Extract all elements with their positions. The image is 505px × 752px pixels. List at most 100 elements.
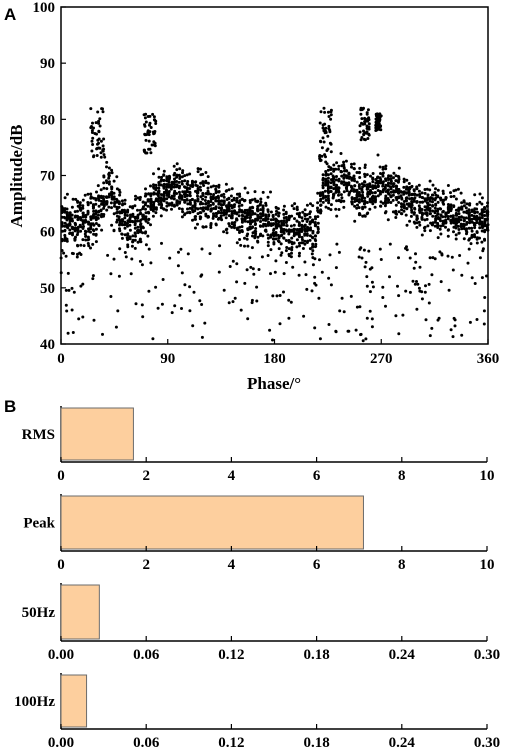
scatter-point xyxy=(68,228,72,232)
scatter-point xyxy=(96,184,100,188)
scatter-point xyxy=(276,207,280,211)
scatter-point xyxy=(176,264,180,268)
scatter-point xyxy=(298,251,301,255)
scatter-point xyxy=(201,172,205,176)
scatter-point xyxy=(483,237,486,241)
scatter-point xyxy=(320,270,324,274)
scatter-point xyxy=(91,143,95,146)
scatter-point xyxy=(94,215,98,219)
scatter-point xyxy=(475,210,479,214)
scatter-point xyxy=(428,197,432,200)
scatter-point xyxy=(293,217,296,221)
scatter-point xyxy=(400,197,404,201)
scatter-point xyxy=(356,203,359,207)
scatter-point xyxy=(177,207,181,210)
scatter-point xyxy=(349,294,353,298)
scatter-point xyxy=(204,171,208,174)
scatter-point xyxy=(284,261,288,264)
scatter-point xyxy=(402,177,406,181)
scatter-point xyxy=(122,223,126,227)
scatter-point xyxy=(99,155,103,159)
scatter-point xyxy=(478,192,482,196)
scatter-point xyxy=(222,199,226,203)
scatter-point xyxy=(298,215,301,219)
scatter-point xyxy=(438,207,442,211)
scatter-point xyxy=(454,226,458,230)
scatter-point xyxy=(99,188,103,192)
scatter-point xyxy=(246,191,250,195)
scatter-point xyxy=(94,232,98,236)
scatter-point xyxy=(446,215,450,218)
scatter-point xyxy=(65,192,69,196)
scatter-point xyxy=(160,302,164,306)
scatter-point xyxy=(83,229,87,233)
scatter-point xyxy=(425,217,429,221)
scatter-point xyxy=(441,189,445,193)
scatter-point xyxy=(481,249,485,253)
scatter-point xyxy=(324,173,328,177)
scatter-point xyxy=(65,218,69,222)
scatter-point xyxy=(206,189,210,193)
scatter-point xyxy=(188,187,192,190)
scatter-point xyxy=(246,317,250,321)
scatter-point xyxy=(347,172,351,176)
scatter-point xyxy=(326,187,330,191)
scatter-point xyxy=(365,316,369,320)
scatter-point xyxy=(60,249,64,252)
scatter-point xyxy=(143,123,146,127)
scatter-point xyxy=(428,256,432,260)
scatter-point xyxy=(245,237,249,241)
scatter-point xyxy=(157,191,161,195)
scatter-point xyxy=(173,171,177,175)
scatter-point xyxy=(475,202,479,206)
panel-b-label: B xyxy=(4,397,16,416)
scatter-point xyxy=(204,212,208,216)
scatter-point xyxy=(136,240,140,244)
scatter-point xyxy=(358,186,362,190)
scatter-point xyxy=(353,197,357,201)
scatter-point xyxy=(478,226,482,230)
scatter-point xyxy=(90,149,94,153)
scatter-point xyxy=(436,194,440,198)
scatter-point xyxy=(328,253,332,257)
scatter-point xyxy=(305,232,309,236)
scatter-point xyxy=(133,221,137,225)
scatter-point xyxy=(230,225,234,229)
scatter-point xyxy=(101,332,104,336)
y-tick-label: 70 xyxy=(40,169,55,185)
scatter-point xyxy=(367,133,371,137)
scatter-point xyxy=(222,213,226,217)
scatter-point xyxy=(59,271,63,275)
scatter-point xyxy=(441,210,445,214)
scatter-point xyxy=(381,285,385,289)
scatter-point xyxy=(329,186,333,190)
scatter-point xyxy=(282,208,286,212)
scatter-point xyxy=(240,220,244,224)
scatter-point xyxy=(131,234,135,238)
scatter-point xyxy=(373,191,377,195)
scatter-point xyxy=(154,186,158,190)
scatter-point xyxy=(259,212,262,216)
scatter-point xyxy=(64,303,68,307)
scatter-point xyxy=(397,188,401,191)
scatter-point xyxy=(462,210,466,214)
scatter-point xyxy=(387,174,391,178)
scatter-point xyxy=(147,289,151,293)
scatter-point xyxy=(321,186,325,190)
scatter-point xyxy=(462,227,466,231)
scatter-point xyxy=(293,202,297,206)
scatter-point xyxy=(381,190,385,194)
scatter-point xyxy=(355,171,359,174)
scatter-point xyxy=(175,168,179,172)
scatter-point xyxy=(266,244,270,248)
scatter-point xyxy=(365,275,369,279)
scatter-point xyxy=(249,222,252,226)
scatter-point xyxy=(81,198,85,202)
scatter-point xyxy=(388,242,392,246)
scatter-point xyxy=(102,206,106,210)
scatter-point xyxy=(148,147,152,151)
scatter-point xyxy=(73,221,77,225)
scatter-point xyxy=(67,288,71,292)
scatter-point xyxy=(334,329,338,333)
